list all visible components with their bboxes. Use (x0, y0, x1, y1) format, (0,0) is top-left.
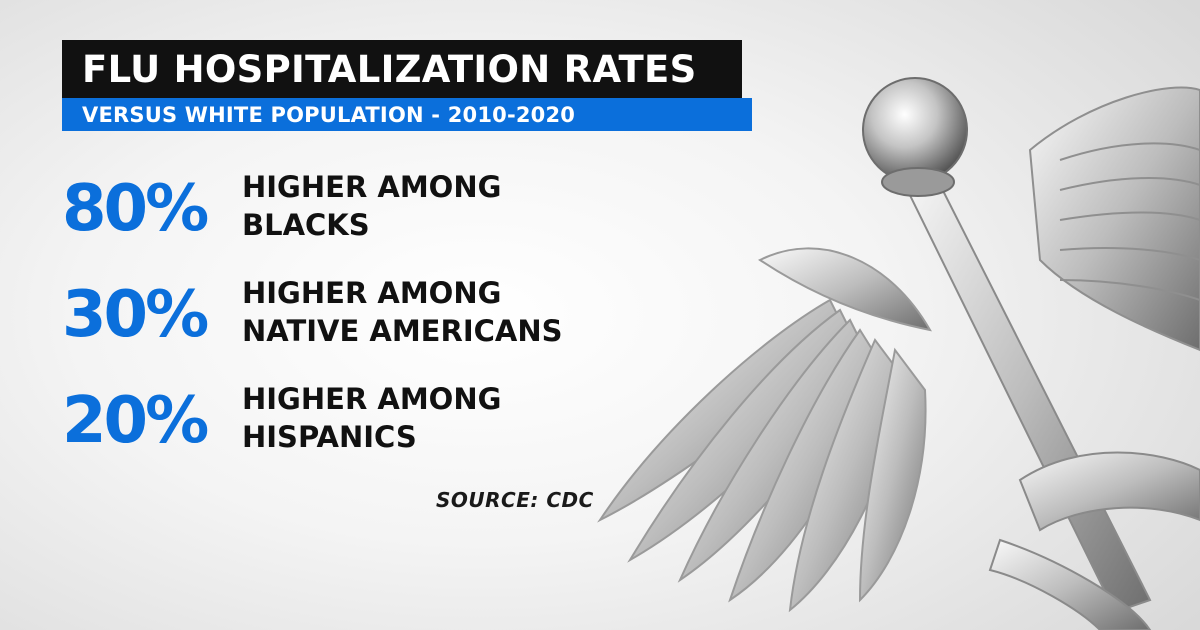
source-credit: SOURCE: CDC (436, 488, 594, 512)
stat-description: HIGHER AMONG NATIVE AMERICANS (242, 274, 563, 350)
stat-description: HIGHER AMONG BLACKS (242, 168, 501, 244)
stat-line-2: HISPANICS (242, 420, 417, 454)
stat-percent: 80% (62, 172, 209, 246)
stat-description: HIGHER AMONG HISPANICS (242, 380, 501, 456)
stat-percent: 20% (62, 384, 209, 458)
page-subtitle: VERSUS WHITE POPULATION - 2010-2020 (82, 102, 576, 127)
stat-line-1: HIGHER AMONG (242, 382, 502, 416)
caduceus-art (597, 77, 1200, 630)
stat-line-2: BLACKS (242, 208, 370, 242)
stat-line-2: NATIVE AMERICANS (242, 314, 563, 348)
stat-line-1: HIGHER AMONG (242, 170, 502, 204)
page-title: FLU HOSPITALIZATION RATES (82, 47, 697, 91)
subtitle-banner: VERSUS WHITE POPULATION - 2010-2020 (62, 98, 752, 131)
title-banner: FLU HOSPITALIZATION RATES (62, 40, 742, 98)
stat-percent: 30% (62, 278, 209, 352)
stat-line-1: HIGHER AMONG (242, 276, 502, 310)
